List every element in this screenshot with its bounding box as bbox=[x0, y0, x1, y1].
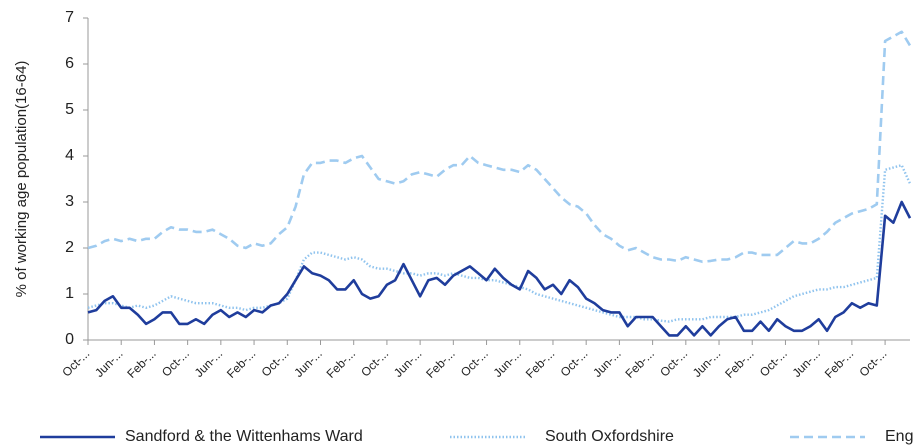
x-tick-label: Feb-... bbox=[124, 346, 158, 380]
x-tick-label: Oct-... bbox=[558, 346, 591, 379]
x-tick-label: Oct-... bbox=[59, 346, 92, 379]
y-tick-label: 0 bbox=[65, 331, 74, 348]
x-tick-label: Feb-... bbox=[822, 346, 856, 380]
x-tick-label: Jun-... bbox=[391, 346, 424, 379]
x-tick-label: Jun-... bbox=[192, 346, 225, 379]
y-tick-label: 2 bbox=[65, 239, 74, 256]
series-line bbox=[87, 200, 912, 337]
legend-label: South Oxfordshire bbox=[545, 428, 674, 445]
x-tick-label: Feb-... bbox=[722, 346, 756, 380]
series-line bbox=[87, 164, 912, 323]
x-tick-label: Feb-... bbox=[324, 346, 358, 380]
x-tick-label: Feb-... bbox=[423, 346, 457, 380]
y-tick-label: 5 bbox=[65, 101, 74, 118]
x-tick-label: Feb-... bbox=[224, 346, 258, 380]
x-tick-label: Oct-... bbox=[657, 346, 690, 379]
x-tick-label: Jun-... bbox=[790, 346, 823, 379]
x-tick-label: Oct-... bbox=[856, 346, 889, 379]
x-tick-label: Oct-... bbox=[757, 346, 790, 379]
x-tick-label: Jun-... bbox=[92, 346, 125, 379]
y-tick-label: 4 bbox=[65, 147, 74, 164]
x-tick-label: Oct-... bbox=[159, 346, 192, 379]
x-tick-label: Feb-... bbox=[623, 346, 657, 380]
x-tick-label: Oct-... bbox=[259, 346, 292, 379]
legend-label: England bbox=[885, 428, 914, 445]
x-tick-label: Jun-... bbox=[690, 346, 723, 379]
x-tick-label: Jun-... bbox=[291, 346, 324, 379]
y-axis-label: % of working age population(16-64) bbox=[13, 61, 30, 298]
x-tick-label: Oct-... bbox=[458, 346, 491, 379]
x-tick-label: Feb-... bbox=[523, 346, 557, 380]
y-tick-label: 7 bbox=[65, 9, 74, 26]
y-tick-label: 6 bbox=[65, 55, 74, 72]
x-tick-label: Oct-... bbox=[358, 346, 391, 379]
y-tick-label: 3 bbox=[65, 193, 74, 210]
series-line bbox=[87, 30, 912, 264]
x-tick-label: Jun-... bbox=[590, 346, 623, 379]
legend-label: Sandford & the Wittenhams Ward bbox=[125, 428, 363, 445]
x-tick-label: Jun-... bbox=[491, 346, 524, 379]
y-tick-label: 1 bbox=[65, 285, 74, 302]
